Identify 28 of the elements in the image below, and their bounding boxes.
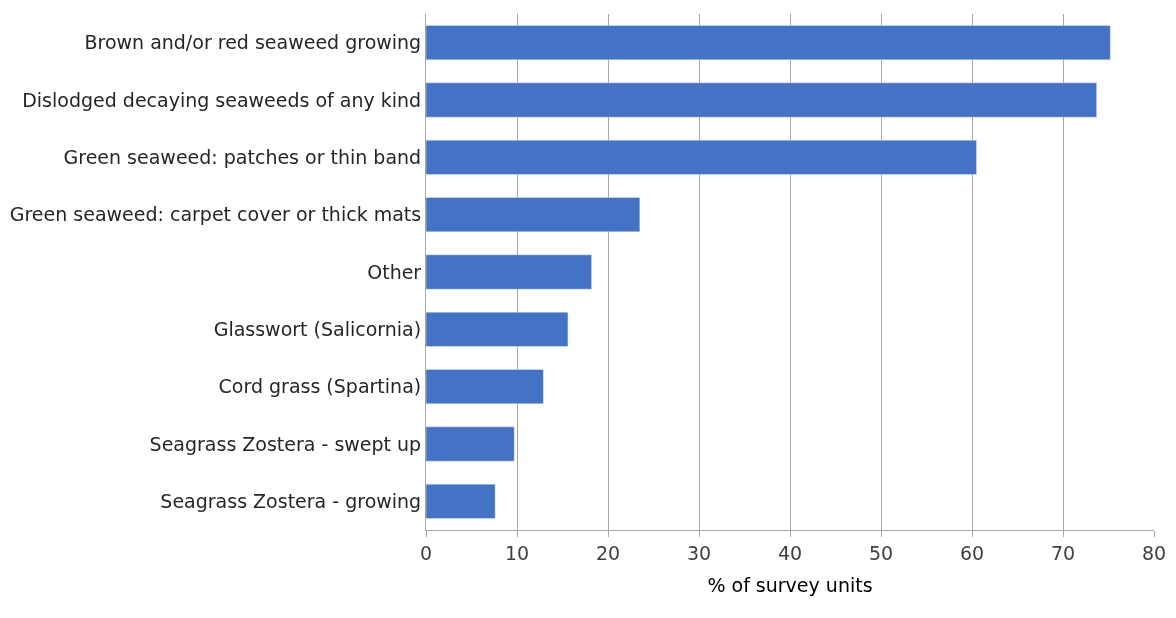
x-tick-label: 60	[959, 541, 985, 564]
x-tick-label: 70	[1050, 541, 1076, 564]
bar	[426, 254, 592, 290]
y-tick-label: Green seaweed: patches or thin band	[63, 145, 422, 168]
x-axis-title: % of survey units	[707, 573, 873, 596]
bar	[426, 311, 569, 347]
y-tick-label: Brown and/or red seaweed growing	[84, 31, 422, 54]
y-tick-label: Other	[367, 260, 422, 283]
y-tick-label: Seagrass Zostera - growing	[160, 489, 422, 512]
x-tick-label: 40	[777, 541, 803, 564]
y-tick-label: Seagrass Zostera - swept up	[149, 432, 422, 455]
y-tick-label: Glasswort (Salicornia)	[213, 317, 422, 340]
bar	[426, 139, 977, 175]
bar	[426, 483, 496, 519]
y-tick-label: Dislodged decaying seaweeds of any kind	[22, 88, 422, 111]
x-tick-label: 0	[419, 541, 433, 564]
bar	[426, 197, 641, 233]
bar	[426, 426, 515, 462]
x-tick-label: 80	[1141, 541, 1167, 564]
x-tick-label: 10	[504, 541, 530, 564]
y-tick-label: Cord grass (Spartina)	[218, 375, 422, 398]
x-tick-label: 50	[868, 541, 894, 564]
x-tick-label: 20	[595, 541, 621, 564]
x-tick-label: 30	[686, 541, 712, 564]
bar	[426, 369, 544, 405]
y-tick-label: Green seaweed: carpet cover or thick mats	[9, 203, 422, 226]
bar	[426, 82, 1097, 118]
bar	[426, 25, 1111, 61]
